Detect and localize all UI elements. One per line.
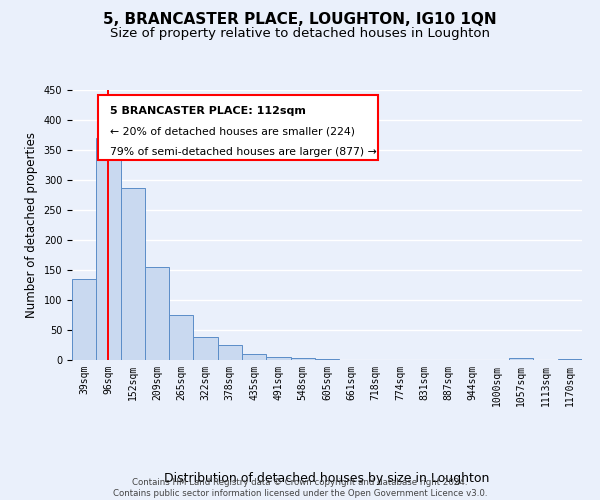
Bar	[509, 358, 533, 360]
Bar	[193, 337, 218, 360]
Y-axis label: Number of detached properties: Number of detached properties	[25, 132, 38, 318]
Bar	[96, 138, 121, 360]
Text: Contains HM Land Registry data © Crown copyright and database right 2024.
Contai: Contains HM Land Registry data © Crown c…	[113, 478, 487, 498]
Bar	[72, 279, 96, 360]
Text: 79% of semi-detached houses are larger (877) →: 79% of semi-detached houses are larger (…	[110, 146, 377, 156]
Text: Distribution of detached houses by size in Loughton: Distribution of detached houses by size …	[164, 472, 490, 485]
Text: 5 BRANCASTER PLACE: 112sqm: 5 BRANCASTER PLACE: 112sqm	[110, 106, 306, 116]
Text: ← 20% of detached houses are smaller (224): ← 20% of detached houses are smaller (22…	[110, 126, 355, 136]
Bar	[290, 358, 315, 360]
Bar	[315, 359, 339, 360]
Bar	[121, 188, 145, 360]
Text: 5, BRANCASTER PLACE, LOUGHTON, IG10 1QN: 5, BRANCASTER PLACE, LOUGHTON, IG10 1QN	[103, 12, 497, 28]
FancyBboxPatch shape	[97, 96, 378, 160]
Bar	[558, 359, 582, 360]
Bar	[218, 345, 242, 360]
Bar	[266, 357, 290, 360]
Bar	[145, 267, 169, 360]
Bar	[169, 315, 193, 360]
Bar	[242, 354, 266, 360]
Text: Size of property relative to detached houses in Loughton: Size of property relative to detached ho…	[110, 28, 490, 40]
